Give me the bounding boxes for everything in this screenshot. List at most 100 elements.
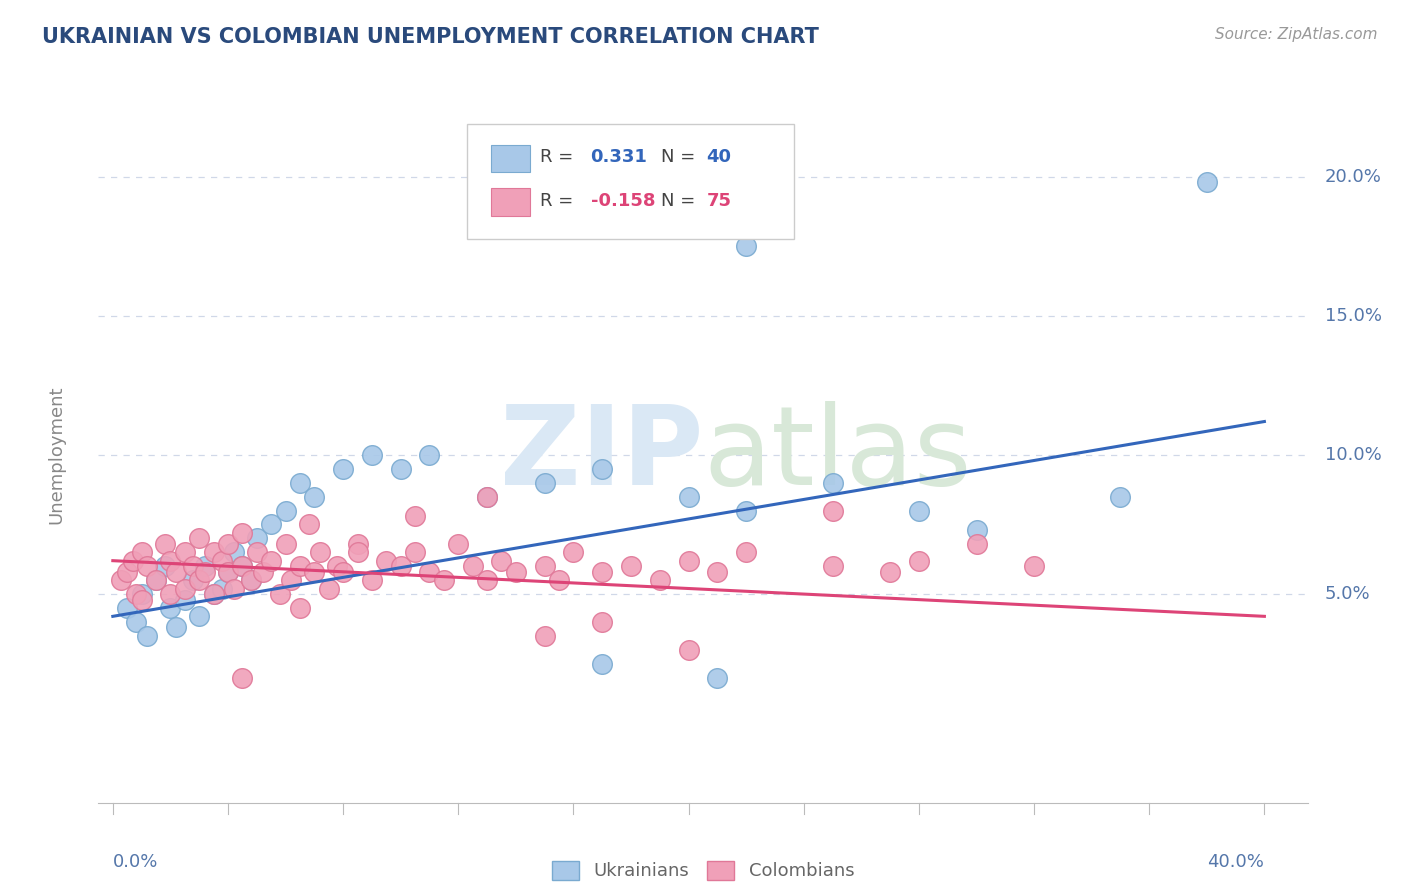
Point — [153, 537, 176, 551]
Point — [136, 559, 159, 574]
Point — [274, 537, 297, 551]
Point — [678, 554, 700, 568]
Point — [260, 517, 283, 532]
Point — [231, 559, 253, 574]
Point — [533, 475, 555, 490]
Point — [240, 573, 263, 587]
Point — [183, 559, 205, 574]
Point — [1195, 175, 1218, 189]
Text: 15.0%: 15.0% — [1324, 307, 1382, 325]
Point — [145, 573, 167, 587]
Point — [346, 545, 368, 559]
Point — [821, 475, 844, 490]
FancyBboxPatch shape — [492, 145, 530, 172]
Point — [505, 565, 527, 579]
Point — [735, 503, 758, 517]
Point — [188, 532, 211, 546]
Point — [620, 559, 643, 574]
Point — [821, 503, 844, 517]
Point — [346, 537, 368, 551]
Point — [966, 523, 988, 537]
Text: R =: R = — [540, 148, 579, 166]
Point — [136, 629, 159, 643]
Text: N =: N = — [661, 148, 700, 166]
Point — [966, 537, 988, 551]
Point — [288, 559, 311, 574]
Point — [159, 587, 181, 601]
FancyBboxPatch shape — [467, 124, 793, 239]
Text: Unemployment: Unemployment — [46, 385, 65, 524]
Point — [110, 573, 132, 587]
Point — [165, 620, 187, 634]
Point — [125, 587, 148, 601]
Point — [115, 601, 138, 615]
Point — [706, 565, 728, 579]
Point — [188, 609, 211, 624]
Legend: Ukrainians, Colombians: Ukrainians, Colombians — [544, 854, 862, 888]
Point — [194, 559, 217, 574]
Text: Source: ZipAtlas.com: Source: ZipAtlas.com — [1215, 27, 1378, 42]
Point — [183, 573, 205, 587]
Point — [159, 554, 181, 568]
Point — [304, 565, 326, 579]
Point — [548, 573, 571, 587]
Point — [389, 559, 412, 574]
Point — [326, 559, 349, 574]
Point — [908, 503, 931, 517]
Point — [475, 490, 498, 504]
Point — [304, 490, 326, 504]
Point — [131, 587, 153, 601]
Point — [404, 545, 426, 559]
Point — [879, 565, 901, 579]
Point — [246, 532, 269, 546]
Point — [706, 671, 728, 685]
Point — [533, 559, 555, 574]
Point — [288, 475, 311, 490]
Text: 20.0%: 20.0% — [1324, 168, 1382, 186]
Point — [222, 582, 245, 596]
Point — [418, 565, 440, 579]
Point — [591, 657, 613, 671]
Point — [202, 587, 225, 601]
Text: N =: N = — [661, 192, 700, 210]
Point — [562, 545, 585, 559]
Point — [1022, 559, 1045, 574]
Point — [231, 559, 253, 574]
Point — [288, 601, 311, 615]
Point — [361, 573, 384, 587]
Point — [361, 448, 384, 462]
Text: UKRAINIAN VS COLOMBIAN UNEMPLOYMENT CORRELATION CHART: UKRAINIAN VS COLOMBIAN UNEMPLOYMENT CORR… — [42, 27, 820, 46]
Point — [404, 509, 426, 524]
Point — [131, 592, 153, 607]
Point — [648, 573, 671, 587]
Point — [735, 545, 758, 559]
Point — [591, 565, 613, 579]
Point — [202, 587, 225, 601]
Point — [211, 582, 233, 596]
Text: 10.0%: 10.0% — [1324, 446, 1382, 464]
Point — [591, 615, 613, 629]
Point — [115, 565, 138, 579]
Point — [131, 545, 153, 559]
Point — [173, 545, 195, 559]
Text: -0.158: -0.158 — [591, 192, 655, 210]
Point — [211, 554, 233, 568]
Point — [274, 503, 297, 517]
Text: atlas: atlas — [703, 401, 972, 508]
Point — [309, 545, 332, 559]
Text: 5.0%: 5.0% — [1324, 585, 1371, 603]
Point — [252, 565, 274, 579]
Point — [280, 573, 302, 587]
Point — [821, 559, 844, 574]
Point — [375, 554, 398, 568]
Point — [202, 545, 225, 559]
Point — [165, 565, 187, 579]
Point — [231, 525, 253, 540]
Point — [433, 573, 456, 587]
Text: 75: 75 — [707, 192, 731, 210]
Point — [475, 573, 498, 587]
Point — [269, 587, 291, 601]
Text: R =: R = — [540, 192, 579, 210]
Text: 0.0%: 0.0% — [112, 853, 159, 871]
Point — [231, 671, 253, 685]
